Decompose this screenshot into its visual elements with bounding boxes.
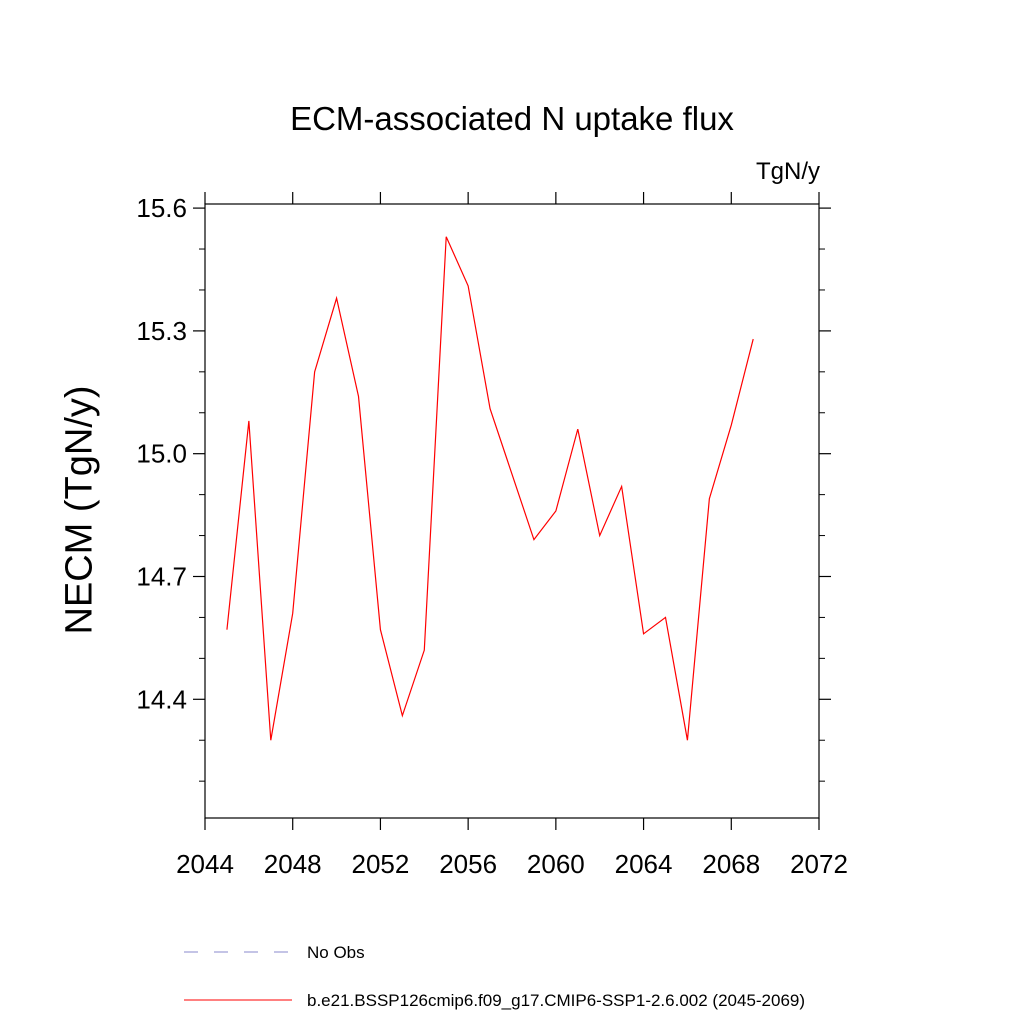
plot-frame bbox=[204, 203, 820, 819]
y-tick-label: 15.0 bbox=[136, 439, 187, 469]
y-tick-label: 15.3 bbox=[136, 316, 187, 346]
x-tick-label: 2068 bbox=[702, 849, 760, 879]
x-tick-label: 2048 bbox=[264, 849, 322, 879]
x-tick-label: 2060 bbox=[527, 849, 585, 879]
x-tick-label: 2052 bbox=[352, 849, 410, 879]
y-tick-label: 14.7 bbox=[136, 561, 187, 591]
x-tick-label: 2044 bbox=[176, 849, 234, 879]
y-tick-label: 14.4 bbox=[136, 684, 187, 714]
legend-label: b.e21.BSSP126cmip6.f09_g17.CMIP6-SSP1-2.… bbox=[307, 991, 805, 1010]
axis-ticks bbox=[193, 192, 831, 830]
legend: No Obs b.e21.BSSP126cmip6.f09_g17.CMIP6-S… bbox=[184, 943, 805, 1010]
x-tick-label: 2072 bbox=[790, 849, 848, 879]
axis-tick-labels: 2044 2048 2052 2056 2060 2064 2068 2072 14.4 14.7… bbox=[136, 193, 848, 879]
chart-title: ECM-associated N uptake flux bbox=[290, 100, 734, 137]
y-tick-label: 15.6 bbox=[136, 193, 187, 223]
series-line-0 bbox=[226, 236, 754, 741]
x-tick-label: 2064 bbox=[615, 849, 673, 879]
series-layer bbox=[226, 236, 754, 741]
x-tick-label: 2056 bbox=[439, 849, 497, 879]
legend-label: No Obs bbox=[307, 943, 365, 962]
units-label: TgN/y bbox=[755, 158, 820, 185]
